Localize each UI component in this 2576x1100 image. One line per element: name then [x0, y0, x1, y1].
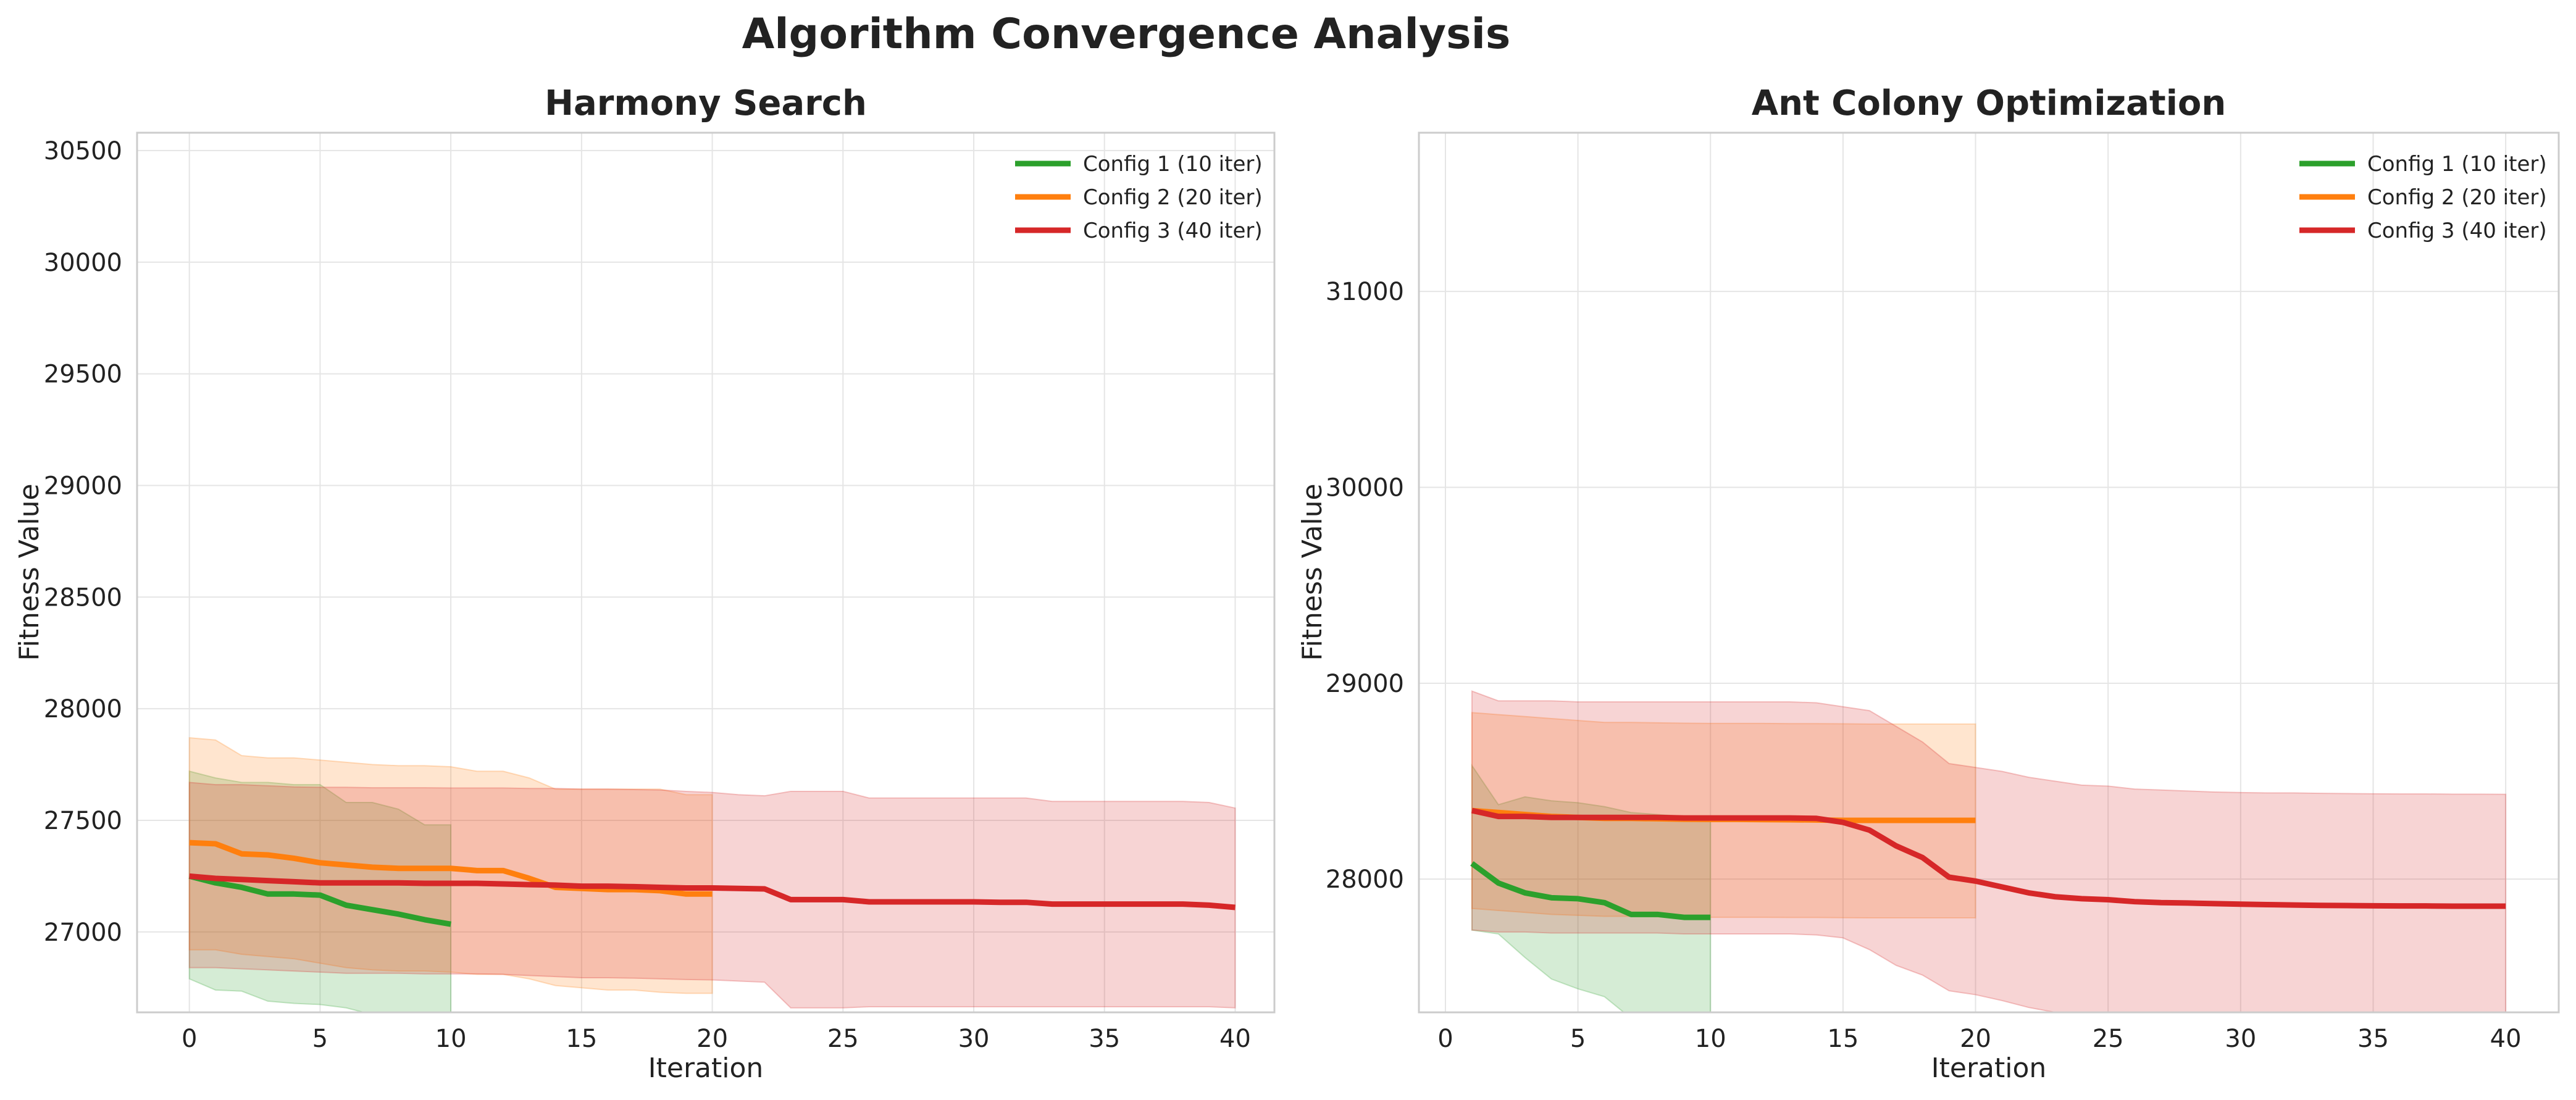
y-tick-label: 29500 [44, 360, 122, 389]
x-tick-label: 0 [1437, 1025, 1453, 1053]
plot-frame [136, 131, 1276, 1014]
x-tick-label: 15 [1827, 1025, 1859, 1053]
x-tick-label: 10 [435, 1025, 467, 1053]
series-line-3 [189, 873, 1236, 910]
x-tick-label: 20 [1960, 1025, 1991, 1053]
y-tick-label: 30000 [44, 249, 122, 277]
x-tick-label: 30 [2225, 1025, 2256, 1053]
confidence-band-series-2 [188, 737, 713, 994]
y-tick-label: 28000 [44, 695, 122, 723]
x-tick-label: 0 [182, 1025, 197, 1053]
x-tick-label: 30 [958, 1025, 990, 1053]
y-tick-label: 30500 [44, 137, 122, 165]
legend-label-1: Config 1 (10 iter) [1083, 152, 1263, 177]
x-tick-label: 25 [827, 1025, 859, 1053]
legend-label-1: Config 1 (10 iter) [2367, 152, 2547, 177]
x-tick-label: 25 [2093, 1025, 2124, 1053]
y-tick-label: 29000 [1326, 670, 1404, 698]
y-tick-label: 30000 [1326, 473, 1404, 502]
panel-title: Harmony Search [545, 83, 867, 123]
y-tick-label: 27500 [44, 807, 122, 835]
y-axis-label: Fitness Value [14, 483, 45, 660]
panel-ant-colony-optimization: 0 5 10 15 20 25 30 35 40 28000 29000 30000 31000 Ant… [1297, 83, 2560, 1084]
y-tick-label: 27000 [44, 919, 122, 947]
x-axis-label: Iteration [648, 1052, 764, 1084]
series-line-1 [1470, 861, 1711, 920]
x-tick-label: 15 [566, 1025, 597, 1053]
y-tick-label: 28500 [44, 583, 122, 612]
y-tick-label: 29000 [44, 472, 122, 500]
x-tick-label: 40 [2490, 1025, 2522, 1053]
x-tick-label: 5 [1570, 1025, 1586, 1053]
series-line-3 [1471, 807, 2506, 909]
x-tick-label: 40 [1219, 1025, 1251, 1053]
x-tick-label: 5 [312, 1025, 328, 1053]
legend-label-3: Config 3 (40 iter) [2367, 219, 2547, 243]
legend-label-2: Config 2 (20 iter) [1083, 185, 1263, 210]
confidence-band-series-1 [188, 770, 452, 1012]
legend-label-3: Config 3 (40 iter) [1083, 219, 1263, 243]
y-tick-label: 31000 [1326, 278, 1404, 306]
legend-label-2: Config 2 (20 iter) [2367, 185, 2547, 210]
x-axis-label: Iteration [1931, 1052, 2047, 1084]
panel-title: Ant Colony Optimization [1752, 83, 2226, 123]
series-line-2 [189, 840, 713, 897]
y-axis-label: Fitness Value [1297, 483, 1328, 660]
panel-harmony-search: 0 5 10 15 20 25 30 35 40 27000 27500 28000 28500 2900… [14, 83, 1276, 1084]
x-tick-label: 35 [1089, 1025, 1120, 1053]
plot-frame [1418, 131, 2560, 1014]
x-tick-label: 10 [1695, 1025, 1726, 1053]
x-tick-label: 35 [2357, 1025, 2389, 1053]
y-tick-label: 28000 [1326, 865, 1404, 894]
confidence-band-series-1 [1471, 763, 1712, 1012]
series-line-1 [188, 873, 451, 927]
figure-title: Algorithm Convergence Analysis [742, 10, 1511, 59]
x-tick-label: 20 [696, 1025, 728, 1053]
confidence-band-series-3 [1471, 690, 2507, 1012]
